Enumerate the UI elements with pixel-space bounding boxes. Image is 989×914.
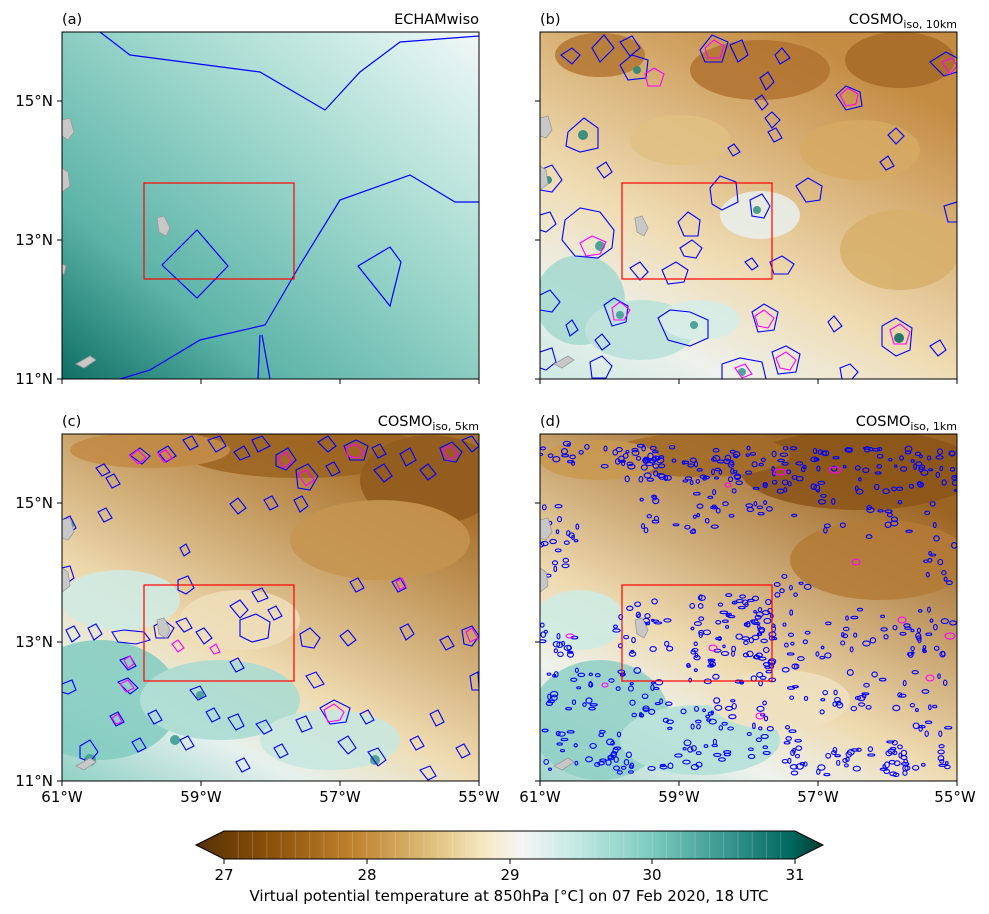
panel-b-title-main: COSMO	[849, 12, 904, 28]
lat-tick-labels: 11°N 13°N 15°N 11°N 13°N 15°N	[15, 92, 53, 790]
lon-tick-d-59: 59°W	[658, 788, 700, 806]
panel-b-contours-inner	[579, 39, 957, 379]
panel-c: (c) COSMOiso, 5km	[61, 414, 480, 782]
panel-c-box	[143, 584, 295, 682]
colorbar-tick-29: 29	[500, 866, 519, 884]
lat-tick-a-13: 13°N	[15, 231, 53, 249]
panel-b-contours	[540, 34, 957, 379]
colorbar: 27 28 29 30 31 Virtual potential tempera…	[194, 830, 825, 905]
panel-d: (d) COSMOiso, 1km	[539, 414, 958, 782]
lon-tick-d-61: 61°W	[519, 788, 561, 806]
panel-c-title-main: COSMO	[378, 414, 433, 430]
lon-tick-c-57: 57°W	[319, 788, 361, 806]
lon-tick-c-61: 61°W	[41, 788, 83, 806]
colorbar-tick-30: 30	[642, 866, 661, 884]
panel-a-frame	[61, 31, 480, 380]
panel-c-title-sub: iso, 5km	[432, 420, 479, 433]
panel-c-contours-inner	[111, 443, 479, 725]
panel-b-box	[621, 182, 773, 280]
panel-b-frame	[539, 31, 958, 380]
panel-a-box	[143, 182, 295, 280]
panel-a-title: ECHAMwiso	[394, 12, 479, 28]
panel-d-label: (d)	[540, 414, 561, 430]
panel-a-contours	[99, 32, 479, 379]
panel-c-land	[62, 517, 171, 771]
panel-a-label: (a)	[62, 12, 82, 28]
panel-c-title: COSMOiso, 5km	[378, 414, 479, 433]
lon-tick-labels: 61°W 59°W 57°W 55°W 61°W 59°W 57°W 55°W	[41, 788, 976, 806]
colorbar-tick-28: 28	[357, 866, 376, 884]
panel-d-title-sub: iso, 1km	[910, 420, 957, 433]
lat-tick-a-11: 11°N	[15, 370, 53, 388]
axis-ticks	[57, 100, 958, 786]
lon-tick-d-55: 55°W	[934, 788, 976, 806]
panel-d-title: COSMOiso, 1km	[856, 414, 957, 433]
lat-tick-c-15: 15°N	[15, 494, 53, 512]
panel-a-field	[62, 32, 479, 379]
panel-b-patches	[540, 32, 957, 376]
lat-tick-c-13: 13°N	[15, 633, 53, 651]
panel-b-land	[540, 115, 649, 369]
colorbar-tick-31: 31	[785, 866, 804, 884]
colorbar-label: Virtual potential temperature at 850hPa …	[249, 887, 768, 905]
lon-tick-c-55: 55°W	[458, 788, 500, 806]
panel-c-frame	[61, 433, 480, 782]
panel-b-title: COSMOiso, 10km	[849, 12, 957, 31]
colorbar-ticks	[223, 859, 796, 864]
panel-d-patches	[540, 434, 957, 780]
colorbar-tick-27: 27	[214, 866, 233, 884]
lon-tick-c-59: 59°W	[180, 788, 222, 806]
panel-d-title-main: COSMO	[856, 414, 911, 430]
panel-d-box	[621, 584, 773, 682]
panel-d-contours-inner	[565, 466, 956, 720]
panel-b-title-sub: iso, 10km	[903, 18, 957, 31]
panel-b-label: (b)	[540, 12, 561, 28]
panel-d-land	[540, 517, 649, 771]
panel-d-contours	[540, 440, 957, 778]
lat-tick-a-15: 15°N	[15, 92, 53, 110]
lon-tick-d-57: 57°W	[797, 788, 839, 806]
colorbar-ramp	[196, 831, 823, 859]
panel-a-land	[62, 117, 171, 369]
panel-c-contours	[62, 435, 479, 781]
colorbar-level-lines	[237, 831, 782, 859]
panel-d-frame	[539, 433, 958, 782]
panel-b: (b) COSMOiso, 10km	[539, 12, 958, 380]
panel-c-label: (c)	[62, 414, 81, 430]
lat-tick-c-11: 11°N	[15, 772, 53, 790]
panel-a: (a) ECHAMwiso	[61, 12, 480, 380]
